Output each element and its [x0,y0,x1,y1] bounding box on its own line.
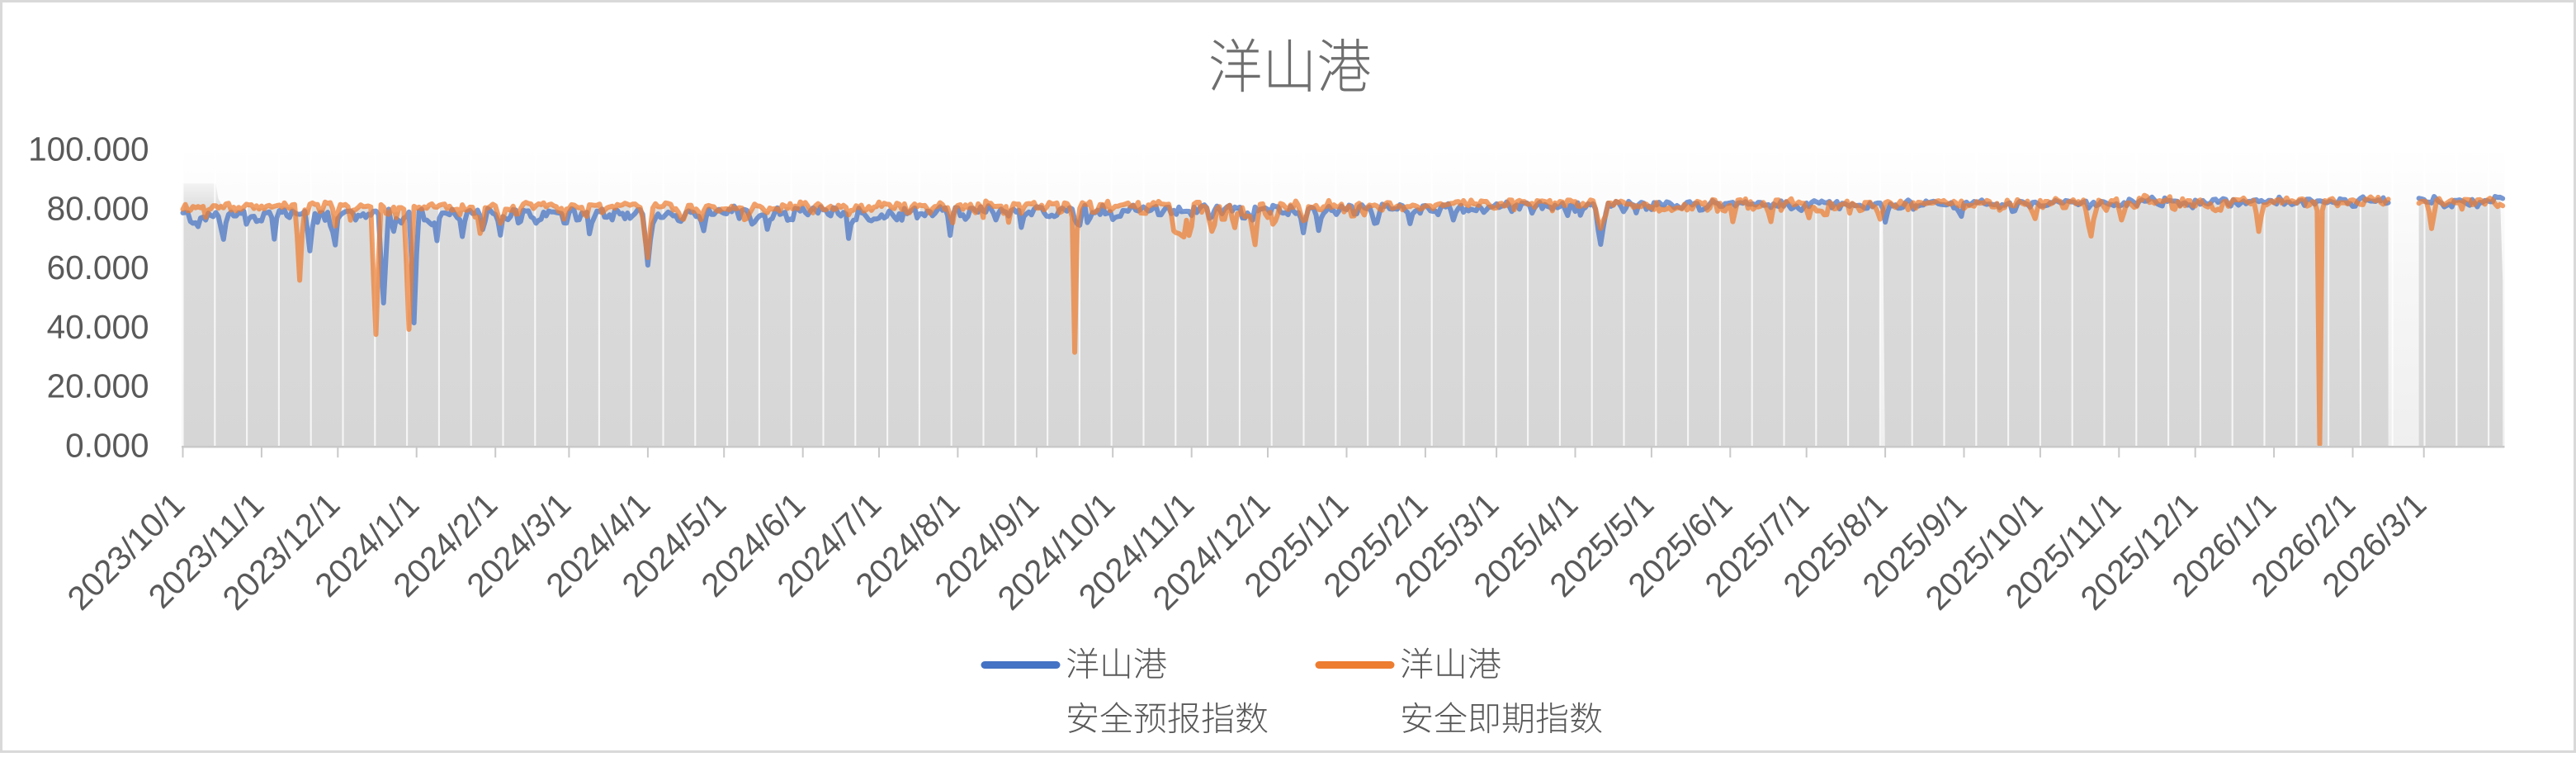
svg-text:40.000: 40.000 [47,308,149,346]
svg-text:60.000: 60.000 [47,248,149,286]
svg-text:80.000: 80.000 [47,189,149,227]
svg-text:100.000: 100.000 [28,130,149,168]
svg-text:20.000: 20.000 [47,367,149,405]
svg-text:0.000: 0.000 [65,427,149,465]
